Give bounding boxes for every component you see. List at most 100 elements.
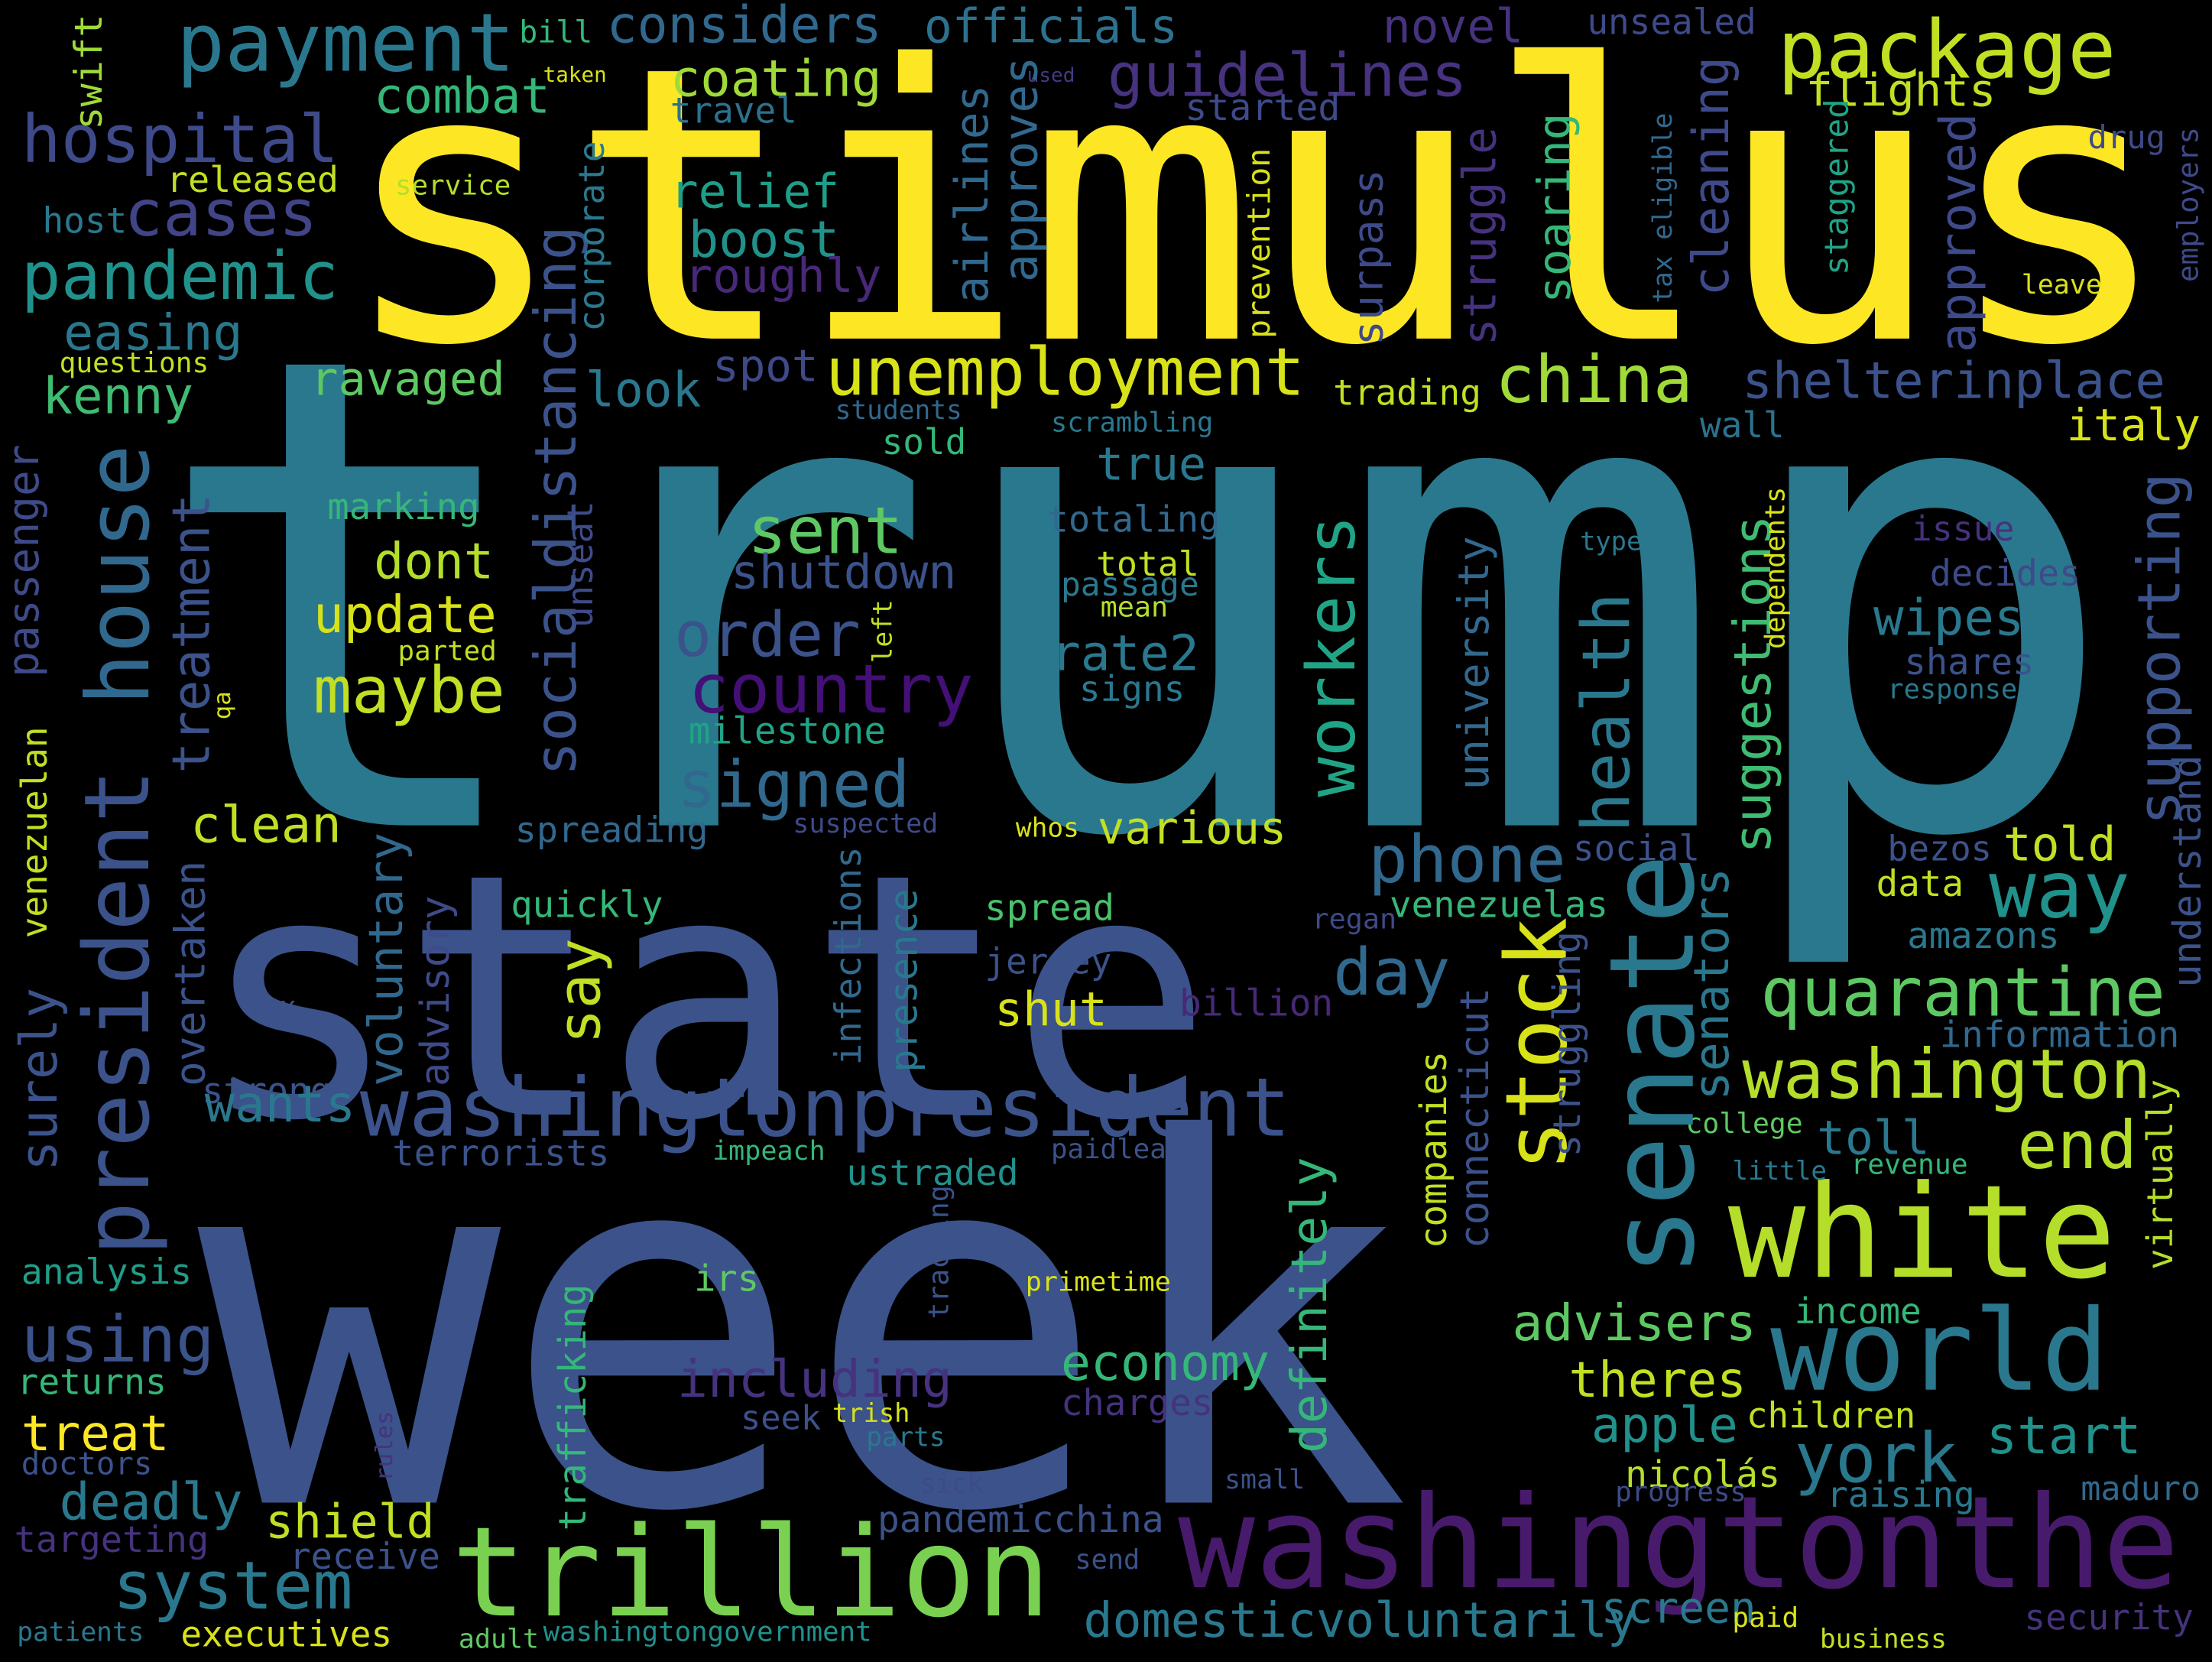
word: world [1770, 1285, 2109, 1417]
word: way [1989, 846, 2130, 936]
word: day [1333, 935, 1450, 1011]
word: update [313, 585, 497, 644]
word: taken [543, 62, 607, 87]
word: billion [1179, 983, 1333, 1025]
word: clean [190, 797, 341, 855]
word: passenger [0, 444, 49, 677]
word: paid [1732, 1602, 1798, 1634]
word: wants [205, 1076, 355, 1134]
word: wipes [1873, 589, 2024, 647]
word: italy [2067, 399, 2201, 451]
word: week [197, 1035, 1410, 1621]
word: signed [677, 748, 910, 823]
word: amazons [1907, 915, 2059, 957]
word: patients [17, 1617, 144, 1647]
word: jersey [984, 940, 1111, 982]
word: returns [17, 1361, 167, 1402]
word: phone [1368, 821, 1565, 898]
word: senators [1683, 868, 1740, 1101]
word: surpass [1344, 169, 1393, 346]
word: flights [1805, 63, 1996, 116]
word: relief [670, 164, 839, 219]
word: presence [882, 889, 926, 1073]
word: terrorists [392, 1132, 609, 1174]
word: york [1795, 1418, 1958, 1498]
word: socialdistancing [523, 226, 589, 776]
word: trish [832, 1398, 910, 1428]
word: unsealed [1587, 1, 1756, 42]
word: parted [398, 636, 497, 667]
word: hospital [21, 102, 339, 178]
word: ravaged [310, 353, 505, 407]
word: say [546, 938, 614, 1044]
word: shut [994, 983, 1108, 1037]
word: suggestions [1723, 515, 1782, 854]
word: types [1580, 527, 1658, 557]
word: bill [519, 15, 592, 50]
word: staggered [1818, 99, 1857, 275]
word: virtually [2139, 1079, 2181, 1270]
word: signs [1079, 668, 1185, 709]
word: targeting [15, 1519, 209, 1561]
word: using [21, 1302, 215, 1377]
word: revenue [1850, 1147, 1967, 1180]
word: trading [1333, 372, 1481, 414]
word: start [1987, 1405, 2142, 1466]
word: employers [2171, 127, 2204, 282]
word: issue [1912, 508, 2015, 549]
word: maduro [2081, 1470, 2201, 1508]
word: sold [882, 421, 967, 463]
word: venezuelas [1390, 885, 1608, 927]
word: corporate [571, 141, 612, 332]
word: college [1686, 1107, 1803, 1140]
word: treat [21, 1405, 170, 1462]
word: unseat [559, 501, 601, 628]
word: total [1096, 544, 1199, 584]
word: house [68, 444, 169, 705]
word: approved [1930, 113, 1987, 353]
word: travel [670, 90, 797, 131]
word: send [1075, 1544, 1140, 1576]
word: president [65, 769, 170, 1256]
word: considers [607, 0, 882, 54]
word: surely [9, 988, 69, 1171]
word: health [1568, 592, 1646, 833]
word: trafficking [551, 1284, 595, 1531]
word: guidelines [1108, 41, 1468, 110]
word: told [2003, 818, 2116, 872]
word: whos [1016, 813, 1079, 843]
word: order [674, 599, 861, 671]
word: economy [1061, 1335, 1270, 1392]
word: started [1185, 86, 1340, 129]
word: overtaken [166, 861, 215, 1086]
word: infections [828, 846, 870, 1065]
word: venezuelan [14, 726, 55, 938]
word: domesticvoluntarily [1083, 1592, 1636, 1648]
word: response [1887, 674, 2017, 706]
word: scrambling [1051, 407, 1213, 439]
word: cases [125, 176, 318, 251]
word: parts [866, 1423, 945, 1453]
word: washingtonthe [1178, 1469, 2179, 1618]
word: struggling [1545, 931, 1589, 1157]
word: shelterinplace [1742, 352, 2165, 410]
word: mean [1101, 590, 1169, 623]
word: marking [327, 486, 479, 528]
word: toll [1817, 1112, 1930, 1166]
word: pandemicchina [877, 1499, 1164, 1541]
word: children [1747, 1395, 1915, 1436]
word: workers [1292, 515, 1370, 797]
word: package [1777, 3, 2116, 97]
word: maybe [313, 654, 505, 728]
word: bezos [1887, 829, 1992, 869]
word: state [197, 802, 1213, 1195]
word: released [167, 160, 339, 201]
word: cleaning [1683, 57, 1740, 297]
word: decides [1930, 553, 2081, 595]
word: shutdown [731, 546, 956, 600]
word: advisers [1513, 1293, 1756, 1352]
word: dependents [1760, 487, 1792, 649]
word: business [1820, 1625, 1947, 1655]
word: shield [265, 1495, 434, 1550]
word: theres [1568, 1352, 1747, 1409]
